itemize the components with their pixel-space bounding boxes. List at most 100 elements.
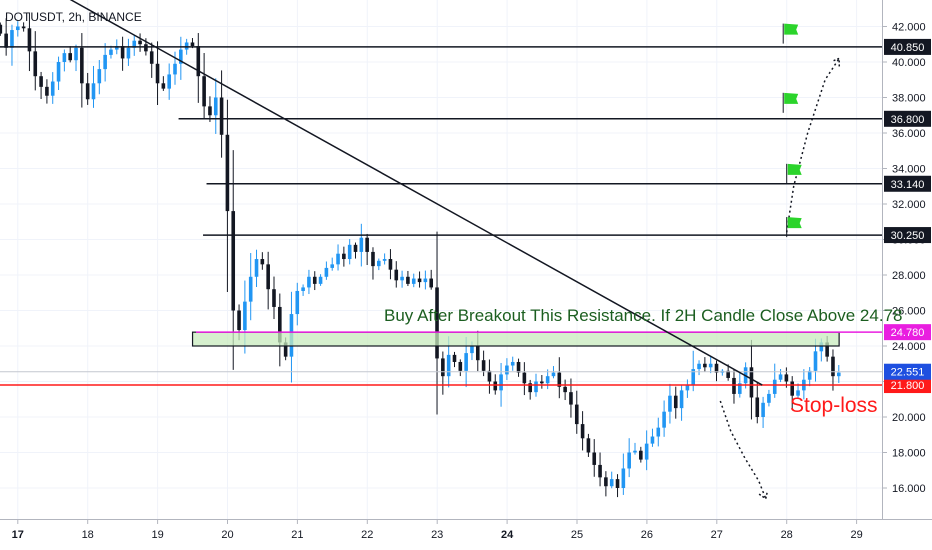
candle-body	[278, 306, 282, 343]
candle-body	[406, 276, 410, 284]
y-tick-label: 28.000	[892, 270, 926, 282]
candle-body	[213, 97, 218, 116]
candle-body	[27, 28, 32, 52]
x-tick-label: 17	[12, 529, 24, 541]
x-tick-label: 26	[641, 529, 653, 541]
candle-body	[685, 385, 690, 391]
chart-title: DOTUSDT, 2h, BINANCE	[5, 10, 142, 24]
line-24780-tag-label: 24.780	[891, 327, 925, 339]
candle-body	[586, 438, 591, 453]
candle-body	[190, 42, 195, 47]
candle-body	[499, 374, 503, 391]
candle-body	[441, 358, 445, 377]
candle-body	[831, 356, 835, 377]
candle-body	[534, 381, 538, 393]
candle-body	[569, 392, 573, 405]
x-tick-label: 25	[571, 529, 583, 541]
candle-body	[254, 259, 259, 277]
axes	[0, 0, 932, 520]
candle-body	[237, 310, 241, 331]
candle-body	[196, 46, 201, 77]
line-36800-tag-label: 36.800	[891, 114, 925, 126]
candle-body	[231, 211, 236, 311]
candle-body	[784, 374, 789, 382]
candle-body	[50, 81, 55, 96]
descending-trendline	[69, 0, 763, 386]
candle-body	[371, 251, 375, 267]
candle-body	[691, 369, 696, 386]
candle-body	[609, 479, 614, 487]
candle-body	[446, 354, 451, 377]
candle-body	[557, 372, 562, 387]
candle-body	[400, 276, 404, 281]
candle-body	[184, 42, 189, 50]
candle-body	[656, 427, 661, 437]
drawings	[69, 0, 841, 500]
candle-body	[522, 372, 527, 384]
candle-body	[749, 367, 754, 398]
candle-body	[324, 267, 329, 277]
candle-body	[574, 404, 579, 425]
candle-body	[382, 259, 387, 261]
candle-body	[627, 452, 631, 469]
candle-body	[540, 381, 544, 384]
candle-body	[452, 354, 457, 362]
candle-body	[697, 363, 701, 370]
candle-body	[167, 74, 171, 89]
candle-body	[615, 479, 620, 488]
candle-body	[248, 276, 253, 302]
candle-body	[639, 450, 643, 460]
y-tick-label: 38.000	[892, 93, 926, 105]
candle-body	[307, 276, 311, 288]
candle-body	[208, 106, 212, 116]
candle-body	[580, 424, 585, 439]
line-36800-tag-bg	[884, 110, 931, 127]
price-tags: 40.850 36.800 33.140 30.250 24.780 21.80022.5…	[884, 38, 931, 394]
candle-body	[551, 372, 556, 377]
candle-body	[283, 342, 288, 357]
candle-body	[330, 264, 335, 268]
candle-body	[761, 402, 765, 417]
x-tick-label: 22	[361, 529, 373, 541]
y-tick-label: 26.000	[892, 306, 926, 318]
candle-body	[528, 383, 532, 393]
grid	[0, 0, 882, 519]
candle-body	[487, 370, 492, 382]
target-flag-3	[787, 163, 802, 175]
candle-body	[312, 276, 317, 284]
candle-body	[825, 342, 829, 357]
candle-body	[126, 47, 131, 59]
candle-body	[225, 134, 230, 212]
y-tick-label: 34.000	[892, 164, 926, 176]
line-30250-tag-bg	[884, 227, 931, 244]
candle-body	[662, 411, 666, 428]
candle-body	[10, 30, 14, 48]
candle-body	[80, 47, 84, 84]
candle-body	[708, 363, 713, 368]
up-projection-arrow-head	[831, 57, 841, 67]
levels	[0, 46, 882, 386]
candle-body	[819, 342, 824, 352]
candle-body	[592, 452, 597, 465]
candle-body	[755, 397, 760, 417]
candle-body	[301, 287, 305, 291]
candle-body	[109, 49, 113, 55]
candle-body	[505, 365, 509, 375]
x-tick-label: 21	[291, 529, 303, 541]
candle-body	[510, 361, 515, 366]
candle-body	[796, 390, 800, 396]
candle-body	[33, 51, 38, 77]
candle-body	[353, 244, 358, 252]
candle-body	[493, 381, 498, 391]
candle-body	[85, 83, 90, 100]
resistance-zone	[191, 331, 840, 347]
candle-body	[260, 259, 265, 265]
candle-body	[563, 386, 567, 393]
stop-loss-annotation: Stop-loss	[790, 394, 878, 417]
candle-body	[103, 54, 107, 70]
candle-body	[173, 63, 177, 75]
candle-body	[39, 76, 43, 87]
candle-body	[732, 377, 736, 394]
candle-body	[790, 381, 795, 396]
